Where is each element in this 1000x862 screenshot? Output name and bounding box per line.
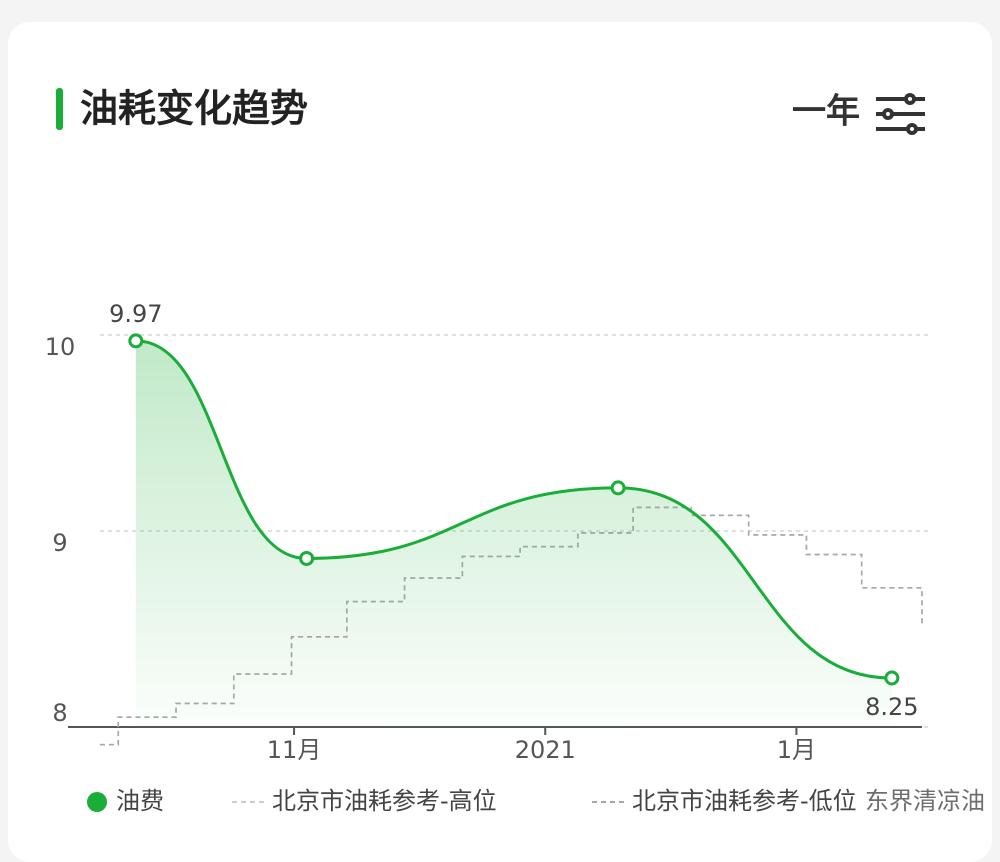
y-tick-label: 9 bbox=[52, 529, 67, 557]
legend-label: 北京市油耗参考-低位 bbox=[632, 787, 857, 815]
legend-marker bbox=[87, 792, 107, 812]
x-tick-label: 2021 bbox=[515, 736, 576, 764]
area bbox=[135, 340, 892, 727]
title: 油耗变化趋势 bbox=[80, 87, 308, 131]
period-selector[interactable]: 一年 bbox=[792, 92, 860, 132]
legend-label: 北京市油耗参考-高位 bbox=[272, 787, 497, 815]
point bbox=[610, 480, 626, 496]
point bbox=[128, 333, 144, 349]
filter-icon[interactable] bbox=[876, 93, 925, 135]
point bbox=[884, 670, 900, 686]
watermark: 东界清凉油 bbox=[865, 787, 985, 815]
line bbox=[135, 339, 892, 680]
point bbox=[299, 550, 315, 566]
y-tick-label: 8 bbox=[52, 699, 67, 727]
x-tick-label: 11月 bbox=[267, 736, 322, 764]
y-tick-label: 10 bbox=[45, 333, 76, 361]
chart: 油耗变化趋势 一年 8 9 10 11月 2021 1月 9.97 8.25 油费 北京市油耗参考… bbox=[45, 87, 985, 816]
page: { "header": {"title": "油耗变化趋势", "period"… bbox=[8, 22, 992, 862]
x-tick-label: 1月 bbox=[777, 736, 816, 764]
data-label: 8.25 bbox=[865, 693, 918, 721]
title-accent bbox=[56, 88, 63, 130]
legend-label: 油费 bbox=[116, 787, 164, 815]
data-label: 9.97 bbox=[109, 300, 162, 328]
